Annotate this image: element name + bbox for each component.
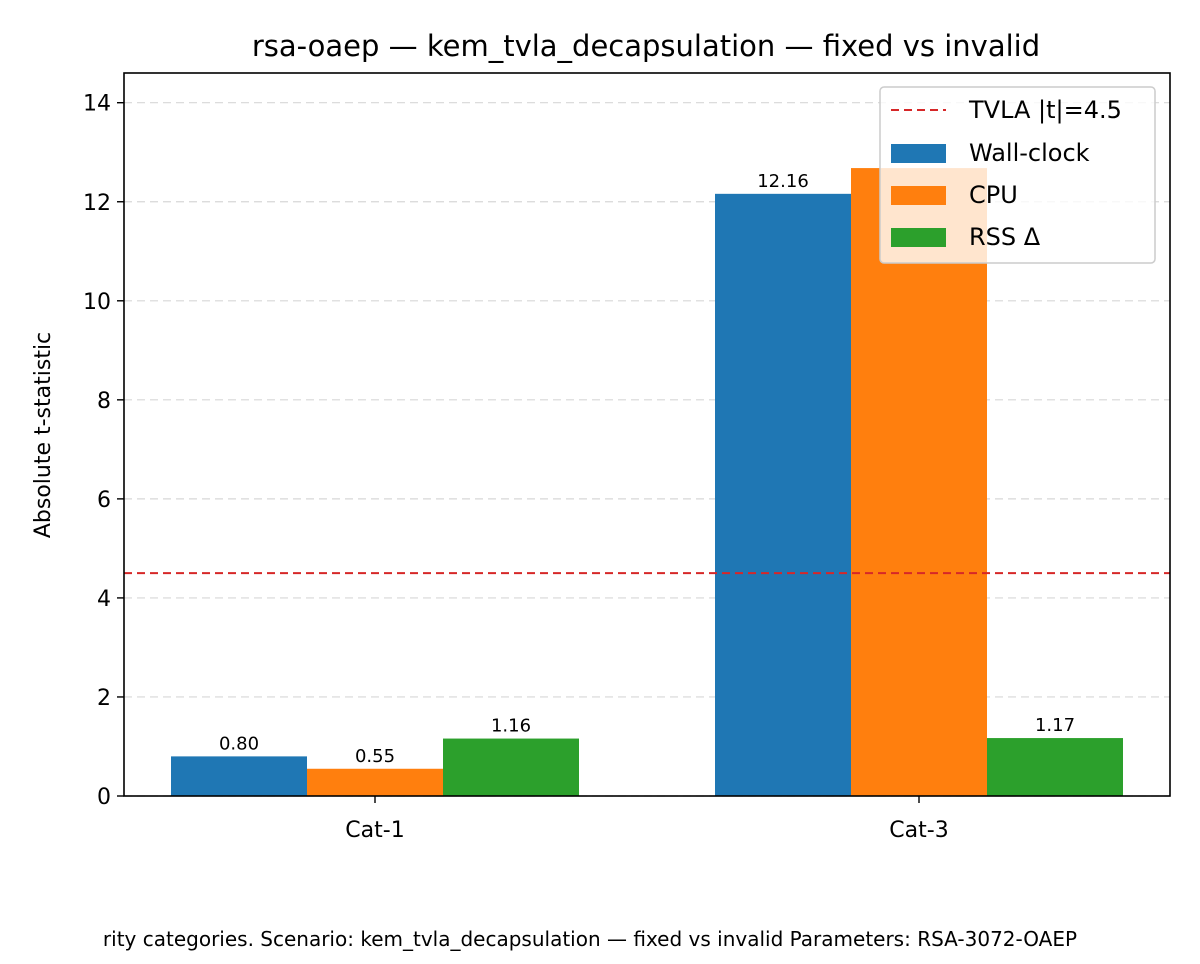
y-tick-label: 12 (83, 191, 111, 216)
legend-swatch (891, 186, 946, 205)
bars (171, 168, 1123, 796)
legend-box (879, 86, 1156, 264)
y-tick-label: 14 (83, 92, 111, 117)
bar-value-label: 0.55 (355, 746, 395, 767)
bar-value-label: 1.17 (1035, 715, 1075, 736)
bar (443, 738, 579, 796)
chart-caption: rity categories. Scenario: kem_tvla_deca… (103, 927, 1077, 951)
plot-frame (123, 72, 1171, 797)
bar-value-label: 1.16 (491, 716, 531, 737)
bar (307, 768, 443, 796)
legend-label: RSS Δ (969, 223, 1041, 251)
bar-value-label: 12.16 (757, 171, 809, 192)
y-tick-label: 10 (83, 290, 111, 315)
legend-threshold-label: TVLA |t|=4.5 (968, 96, 1122, 124)
x-tick-label: Cat-1 (345, 818, 404, 843)
legend: TVLA |t|=4.5 Wall-clock CPU RSS Δ (879, 86, 1156, 264)
chart-title: rsa-oaep — kem_tvla_decapsulation — fixe… (252, 29, 1040, 63)
bar (987, 738, 1123, 796)
bar (715, 193, 851, 796)
y-tick-label: 4 (97, 587, 111, 612)
legend-swatch (891, 144, 946, 163)
x-tick-label: Cat-3 (889, 818, 948, 843)
bar-value-label: 0.80 (219, 733, 259, 754)
legend-label: Wall-clock (969, 139, 1090, 167)
bar (171, 756, 307, 796)
y-tick-label: 0 (97, 785, 111, 810)
y-tick-label: 2 (97, 686, 111, 711)
bar (851, 168, 987, 796)
bar-value-labels: 0.80 12.16 0.55 1.16 1.17 (219, 171, 1075, 767)
y-axis-label: Absolute t-statistic (31, 332, 56, 538)
legend-label: CPU (969, 181, 1018, 209)
grid-lines (124, 102, 1170, 797)
y-tick-label: 8 (97, 389, 111, 414)
y-tick-label: 6 (97, 488, 111, 513)
legend-swatch (891, 228, 946, 247)
axes: 0 2 4 6 8 10 12 14 Cat-1 Cat-3 (83, 72, 1171, 843)
